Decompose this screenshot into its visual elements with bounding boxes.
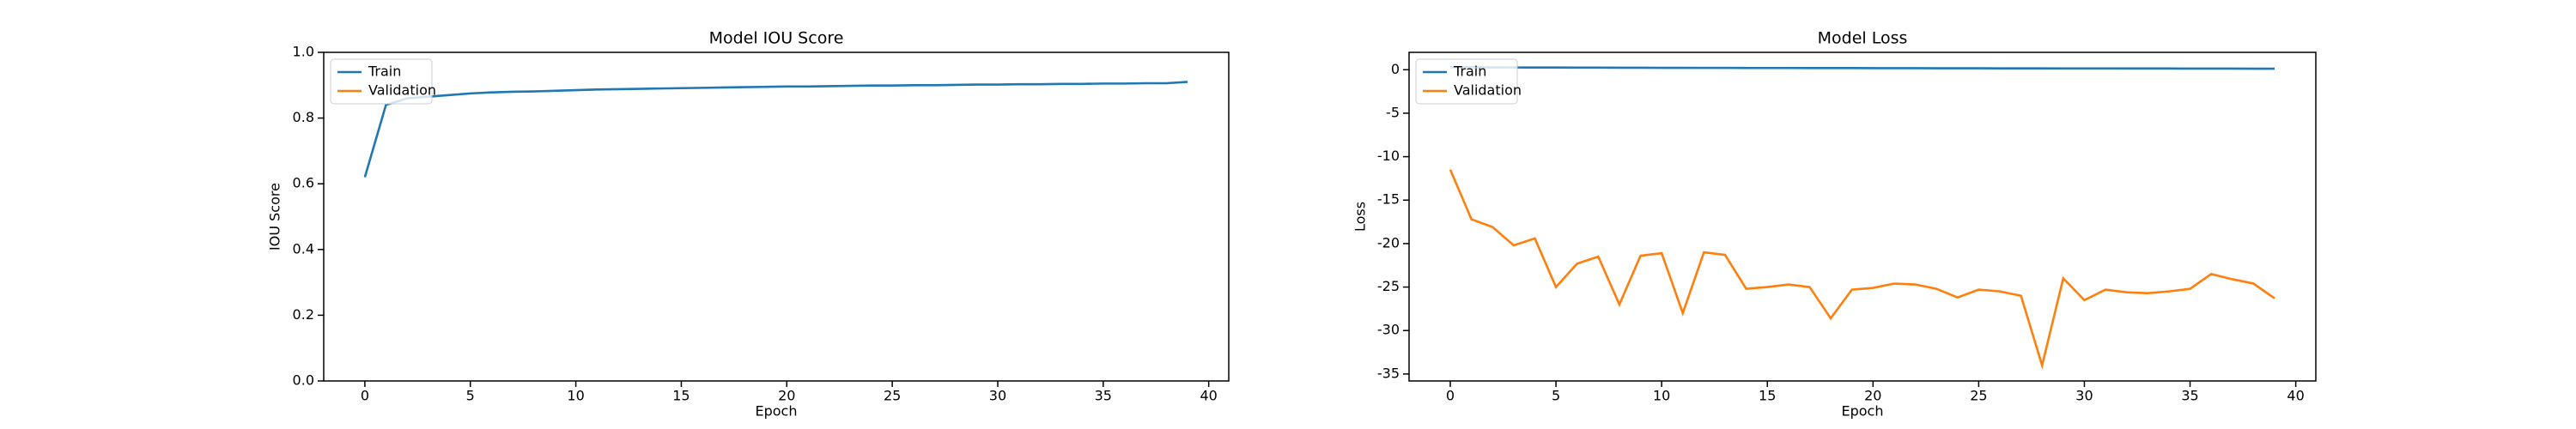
legend-label: Validation [368, 82, 436, 99]
x-tick-label: 20 [1864, 388, 1881, 404]
y-tick-label: 0.8 [293, 109, 314, 125]
x-tick-label: 0 [1446, 388, 1455, 404]
y-tick-label: 0.2 [293, 306, 314, 323]
x-tick-label: 10 [1653, 388, 1670, 404]
axes-frame [1408, 51, 2317, 382]
y-tick-label: -25 [1377, 278, 1400, 294]
legend-label: Validation [1454, 82, 1522, 99]
x-tick-label: 25 [884, 388, 901, 404]
axes-frame [323, 51, 1230, 382]
y-tick-label: -30 [1377, 322, 1400, 338]
y-tick-label: -5 [1386, 104, 1400, 120]
line [1449, 65, 2275, 70]
chart-title: Model Loss [1818, 29, 1908, 48]
y-axis-label: IOU Score [267, 183, 283, 251]
legend-box [1415, 58, 1518, 105]
y-tick-label: 0.0 [293, 372, 314, 389]
y-tick-label: 0.6 [293, 175, 314, 191]
line [1449, 169, 2275, 370]
x-tick-label: 30 [989, 388, 1006, 404]
x-tick-label: 35 [2181, 388, 2198, 404]
y-tick-label: 1.0 [293, 44, 314, 60]
y-tick-label: 0 [1391, 61, 1400, 77]
x-tick-label: 5 [466, 388, 475, 404]
x-tick-label: 10 [567, 388, 584, 404]
y-axis-label: Loss [1352, 202, 1369, 232]
y-tick-label: 0.4 [293, 240, 314, 257]
chart-title: Model IOU Score [709, 29, 844, 48]
legend-box [330, 58, 433, 105]
line [363, 81, 1188, 178]
y-tick-label: -20 [1377, 234, 1400, 251]
x-axis-label: Epoch [1842, 403, 1884, 420]
x-tick-label: 15 [672, 388, 690, 404]
y-tick-label: -15 [1377, 191, 1400, 208]
x-tick-label: 20 [778, 388, 795, 404]
legend-label: Train [368, 63, 401, 80]
y-tick-label: -35 [1377, 365, 1400, 381]
x-tick-label: 35 [1095, 388, 1112, 404]
y-tick-label: -10 [1377, 148, 1400, 164]
x-tick-label: 30 [2075, 388, 2093, 404]
x-tick-label: 5 [1552, 388, 1560, 404]
x-tick-label: 40 [2287, 388, 2304, 404]
x-tick-label: 25 [1970, 388, 1987, 404]
legend-label: Train [1453, 63, 1486, 80]
x-tick-label: 40 [1200, 388, 1217, 404]
x-tick-label: 15 [1759, 388, 1776, 404]
x-tick-label: 0 [361, 388, 369, 404]
x-axis-label: Epoch [756, 403, 798, 420]
